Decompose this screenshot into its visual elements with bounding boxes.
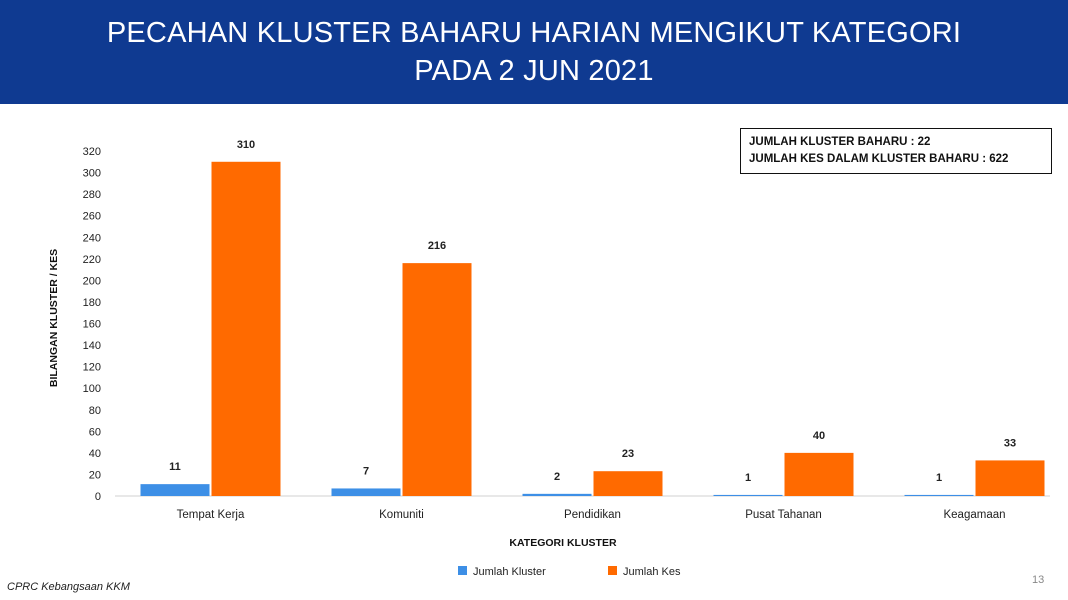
bar-jumlah-kes [784, 452, 854, 496]
x-tick-label: Keagamaan [943, 509, 1005, 521]
page-number: 13 [1032, 574, 1045, 586]
bar-jumlah-kes [593, 471, 663, 496]
data-label: 40 [813, 430, 825, 442]
bar-jumlah-kluster [904, 494, 974, 496]
y-tick-label: 220 [83, 254, 101, 266]
source-credit: CPRC Kebangsaan KKM [7, 581, 130, 593]
y-tick-label: 20 [89, 469, 101, 481]
y-tick-label: 40 [89, 448, 101, 460]
legend-label: Jumlah Kluster [473, 566, 546, 578]
x-tick-label: Pendidikan [564, 509, 621, 521]
bar-jumlah-kluster [331, 488, 401, 496]
page-title-line2: PADA 2 JUN 2021 [414, 55, 654, 87]
data-label: 7 [363, 465, 369, 477]
data-label: 1 [936, 472, 942, 484]
data-label: 1 [745, 472, 751, 484]
y-tick-label: 160 [83, 319, 101, 331]
bar-jumlah-kes [402, 263, 472, 496]
summary-box: JUMLAH KLUSTER BAHARU : 22 JUMLAH KES DA… [740, 128, 1052, 174]
x-tick-label: Pusat Tahanan [745, 509, 822, 521]
page-title-line1: PECAHAN KLUSTER BAHARU HARIAN MENGIKUT K… [106, 17, 962, 49]
y-tick-label: 200 [83, 275, 101, 287]
y-tick-label: 60 [89, 426, 101, 438]
bar-jumlah-kluster [713, 494, 783, 496]
y-tick-label: 100 [83, 383, 101, 395]
bar-jumlah-kes [975, 460, 1045, 496]
summary-total-cases: JUMLAH KES DALAM KLUSTER BAHARU : 622 [749, 153, 1009, 165]
y-tick-label: 80 [89, 405, 101, 417]
y-tick-label: 320 [83, 146, 101, 158]
summary-total-clusters: JUMLAH KLUSTER BAHARU : 22 [749, 136, 931, 148]
bar-jumlah-kluster [140, 484, 210, 496]
legend-swatch [458, 566, 467, 575]
y-tick-label: 300 [83, 168, 101, 180]
y-axis-title: BILANGAN KLUSTER / KES [48, 249, 60, 387]
x-tick-label: Tempat Kerja [177, 509, 245, 521]
y-tick-label: 260 [83, 211, 101, 223]
y-tick-label: 280 [83, 189, 101, 201]
data-label: 216 [428, 240, 446, 252]
x-tick-label: Komuniti [379, 509, 424, 521]
data-label: 11 [169, 461, 181, 473]
y-tick-label: 0 [95, 491, 101, 503]
y-tick-label: 140 [83, 340, 101, 352]
legend-label: Jumlah Kes [623, 566, 681, 578]
y-tick-label: 240 [83, 232, 101, 244]
data-label: 23 [622, 448, 634, 460]
y-tick-label: 180 [83, 297, 101, 309]
x-axis-title: KATEGORI KLUSTER [509, 537, 617, 549]
y-tick-label: 120 [83, 362, 101, 374]
bar-jumlah-kes [211, 161, 281, 496]
data-label: 310 [237, 139, 255, 151]
title-banner: PECAHAN KLUSTER BAHARU HARIAN MENGIKUT K… [0, 0, 1068, 104]
data-label: 2 [554, 471, 560, 483]
data-label: 33 [1004, 437, 1016, 449]
bar-jumlah-kluster [522, 493, 592, 496]
legend-swatch [608, 566, 617, 575]
